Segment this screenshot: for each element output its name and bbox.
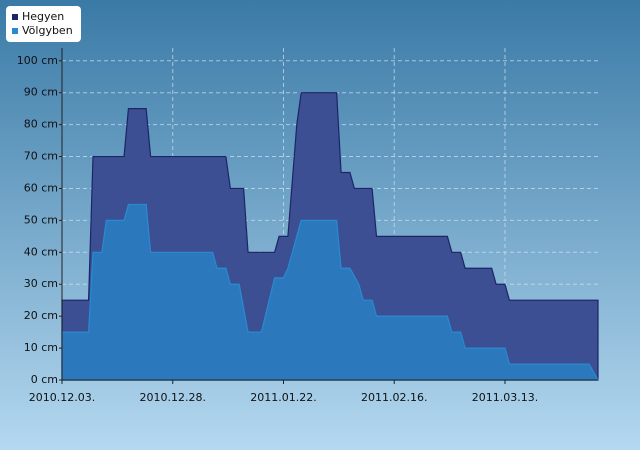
- legend-swatch: [12, 14, 18, 20]
- x-tick-label: 2011.03.13.: [472, 391, 538, 404]
- area: [61, 203, 600, 381]
- y-tick-label: 100 cm: [17, 54, 58, 67]
- y-tick-label: 60 cm: [24, 181, 58, 194]
- y-tick-label: 30 cm: [24, 277, 58, 290]
- x-tick-label: 2011.01.22.: [250, 391, 316, 404]
- legend-label: Hegyen: [22, 10, 64, 23]
- y-tick-label: 90 cm: [24, 86, 58, 99]
- y-tick-label: 70 cm: [24, 150, 58, 163]
- x-tick-label: 2010.12.28.: [140, 391, 206, 404]
- y-tick-label: 40 cm: [24, 245, 58, 258]
- legend-label: Völgyben: [22, 24, 73, 37]
- x-tick-label: 2010.12.03.: [29, 391, 95, 404]
- x-tick-label: 2011.02.16.: [361, 391, 427, 404]
- y-tick-label: 0 cm: [31, 373, 58, 386]
- y-tick-label: 10 cm: [24, 341, 58, 354]
- legend-swatch: [12, 28, 18, 34]
- legend-box: [6, 6, 81, 42]
- y-tick-label: 80 cm: [24, 118, 58, 131]
- y-tick-label: 50 cm: [24, 213, 58, 226]
- y-tick-label: 20 cm: [24, 309, 58, 322]
